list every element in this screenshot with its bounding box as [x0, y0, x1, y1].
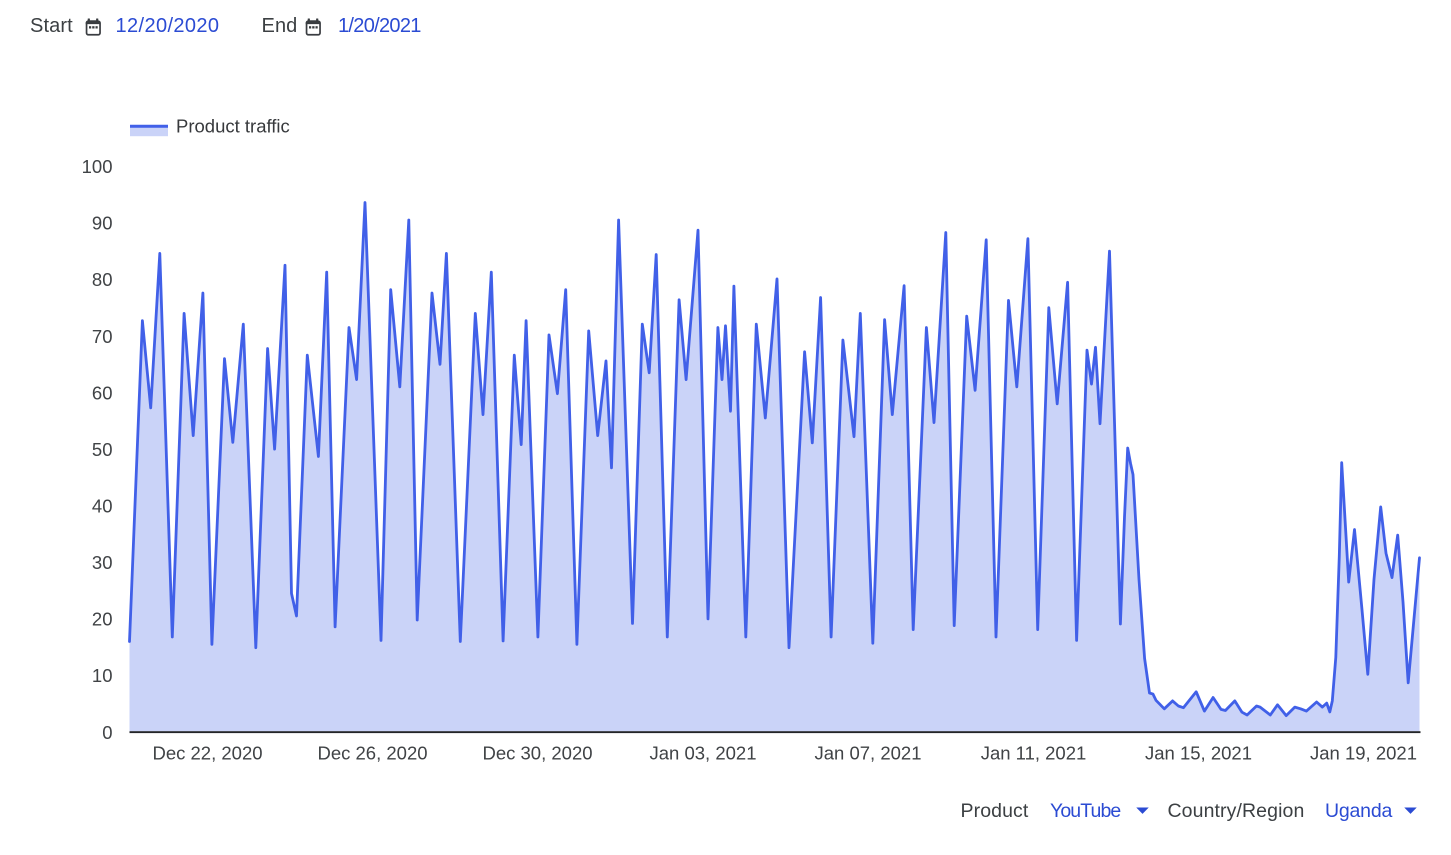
svg-text:Jan 19, 2021: Jan 19, 2021 [1310, 743, 1417, 764]
svg-text:50: 50 [92, 439, 113, 460]
svg-text:Jan 11, 2021: Jan 11, 2021 [981, 743, 1087, 764]
svg-text:Jan 03, 2021: Jan 03, 2021 [650, 743, 757, 764]
svg-text:20: 20 [92, 609, 113, 630]
svg-text:60: 60 [92, 382, 113, 403]
svg-text:Jan 15, 2021: Jan 15, 2021 [1145, 743, 1252, 764]
svg-text:80: 80 [92, 269, 113, 290]
svg-text:Dec 26, 2020: Dec 26, 2020 [317, 743, 427, 764]
svg-text:Dec 30, 2020: Dec 30, 2020 [482, 743, 592, 764]
svg-text:100: 100 [82, 156, 113, 177]
svg-text:40: 40 [92, 496, 113, 517]
svg-text:10: 10 [92, 665, 113, 686]
svg-text:30: 30 [92, 552, 113, 573]
svg-text:Dec 22, 2020: Dec 22, 2020 [152, 743, 262, 764]
svg-text:0: 0 [102, 722, 112, 743]
svg-text:90: 90 [92, 213, 113, 234]
svg-text:70: 70 [92, 326, 113, 347]
svg-text:Jan 07, 2021: Jan 07, 2021 [815, 743, 922, 764]
svg-text:Product traffic: Product traffic [176, 116, 290, 137]
